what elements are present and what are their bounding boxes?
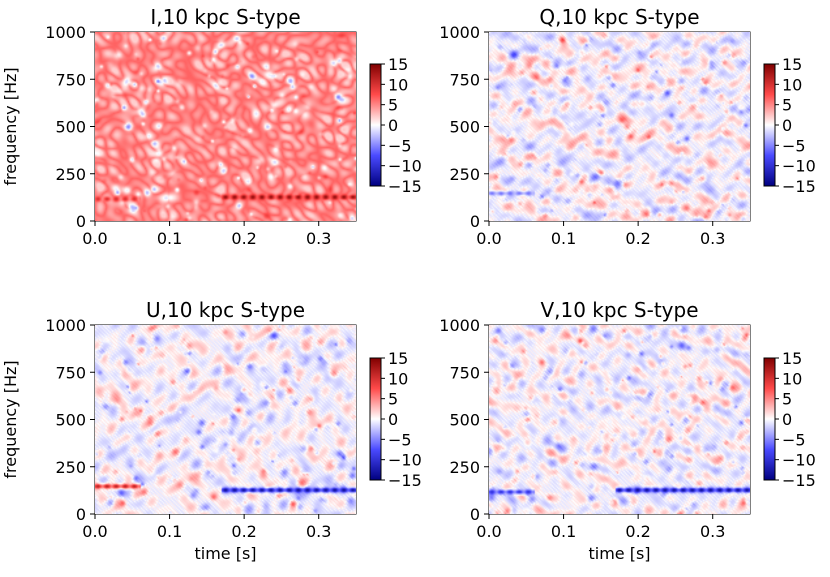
- y-tick-label: 500: [449, 118, 480, 137]
- panel-title: V,10 kpc S-type: [540, 298, 698, 322]
- colorbar-tick-label: −15: [388, 177, 422, 196]
- y-axis-label: frequency [Hz]: [1, 67, 20, 185]
- colorbar-tick-label: 10: [782, 369, 802, 388]
- colorbar-tick-label: 5: [388, 390, 398, 409]
- colorbar-tick-label: −10: [782, 451, 816, 470]
- x-tick-label: 0.3: [700, 522, 725, 541]
- colorbar-tick-label: −5: [782, 136, 806, 155]
- colorbar-tick-label: 15: [388, 349, 408, 368]
- spectrogram-image-i: [95, 32, 356, 221]
- y-tick-label: 250: [55, 458, 86, 477]
- y-tick-label: 500: [449, 411, 480, 430]
- colorbar: [369, 357, 382, 481]
- colorbar-tick-label: −5: [388, 430, 412, 449]
- colorbar-tick-label: −10: [388, 451, 422, 470]
- y-tick-label: 1000: [439, 316, 480, 335]
- colorbar-tick-label: 15: [388, 55, 408, 74]
- x-tick-label: 0.0: [476, 522, 501, 541]
- x-tick-label: 0.0: [476, 229, 501, 248]
- y-tick-label: 750: [55, 363, 86, 382]
- colorbar-tick-label: −15: [782, 471, 816, 490]
- x-tick-label: 0.3: [306, 522, 331, 541]
- colorbar-tick-label: −10: [388, 157, 422, 176]
- colorbar-tick-label: −10: [782, 157, 816, 176]
- x-tick-label: 0.0: [82, 522, 107, 541]
- x-tick-label: 0.3: [700, 229, 725, 248]
- y-tick-label: 1000: [45, 316, 86, 335]
- colorbar-tick-label: −15: [782, 177, 816, 196]
- y-tick-label: 0: [76, 505, 86, 524]
- x-tick-label: 0.3: [306, 229, 331, 248]
- x-tick-label: 0.1: [157, 522, 182, 541]
- panel-title: Q,10 kpc S-type: [539, 5, 699, 29]
- spectrogram-image-v: [489, 325, 750, 514]
- x-tick-label: 0.0: [82, 229, 107, 248]
- x-axis-label: time [s]: [588, 544, 650, 563]
- colorbar-tick-label: 15: [782, 55, 802, 74]
- y-tick-label: 250: [449, 165, 480, 184]
- spectrogram-image-u: [95, 325, 356, 514]
- y-tick-label: 0: [470, 505, 480, 524]
- colorbar-tick-label: −5: [388, 136, 412, 155]
- x-tick-label: 0.1: [157, 229, 182, 248]
- colorbar-tick-label: 10: [782, 75, 802, 94]
- colorbar-tick-label: −15: [388, 471, 422, 490]
- y-tick-label: 250: [449, 458, 480, 477]
- colorbar-tick-label: 5: [782, 96, 792, 115]
- y-tick-label: 500: [55, 118, 86, 137]
- colorbar-tick-label: 10: [388, 369, 408, 388]
- colorbar: [763, 63, 776, 187]
- colorbar-tick-label: 0: [782, 116, 792, 135]
- y-tick-label: 750: [449, 70, 480, 89]
- colorbar-tick-label: 5: [782, 390, 792, 409]
- y-tick-label: 1000: [439, 23, 480, 42]
- x-axis-label: time [s]: [194, 544, 256, 563]
- colorbar-tick-label: 0: [388, 116, 398, 135]
- y-tick-label: 750: [55, 70, 86, 89]
- x-tick-label: 0.1: [551, 229, 576, 248]
- colorbar-tick-label: 0: [388, 410, 398, 429]
- panel-title: I,10 kpc S-type: [150, 5, 300, 29]
- y-tick-label: 500: [55, 411, 86, 430]
- x-tick-label: 0.2: [231, 229, 256, 248]
- spectrogram-image-q: [489, 32, 750, 221]
- x-tick-label: 0.2: [625, 522, 650, 541]
- x-tick-label: 0.2: [231, 522, 256, 541]
- colorbar-tick-label: 5: [388, 96, 398, 115]
- y-tick-label: 750: [449, 363, 480, 382]
- colorbar-tick-label: 15: [782, 349, 802, 368]
- x-tick-label: 0.2: [625, 229, 650, 248]
- y-tick-label: 0: [470, 212, 480, 231]
- x-tick-label: 0.1: [551, 522, 576, 541]
- colorbar-tick-label: 0: [782, 410, 792, 429]
- colorbar: [763, 357, 776, 481]
- colorbar-tick-label: 10: [388, 75, 408, 94]
- y-axis-label: frequency [Hz]: [1, 360, 20, 478]
- y-tick-label: 0: [76, 212, 86, 231]
- colorbar-tick-label: −5: [782, 430, 806, 449]
- y-tick-label: 250: [55, 165, 86, 184]
- colorbar: [369, 63, 382, 187]
- y-tick-label: 1000: [45, 23, 86, 42]
- panel-title: U,10 kpc S-type: [146, 298, 305, 322]
